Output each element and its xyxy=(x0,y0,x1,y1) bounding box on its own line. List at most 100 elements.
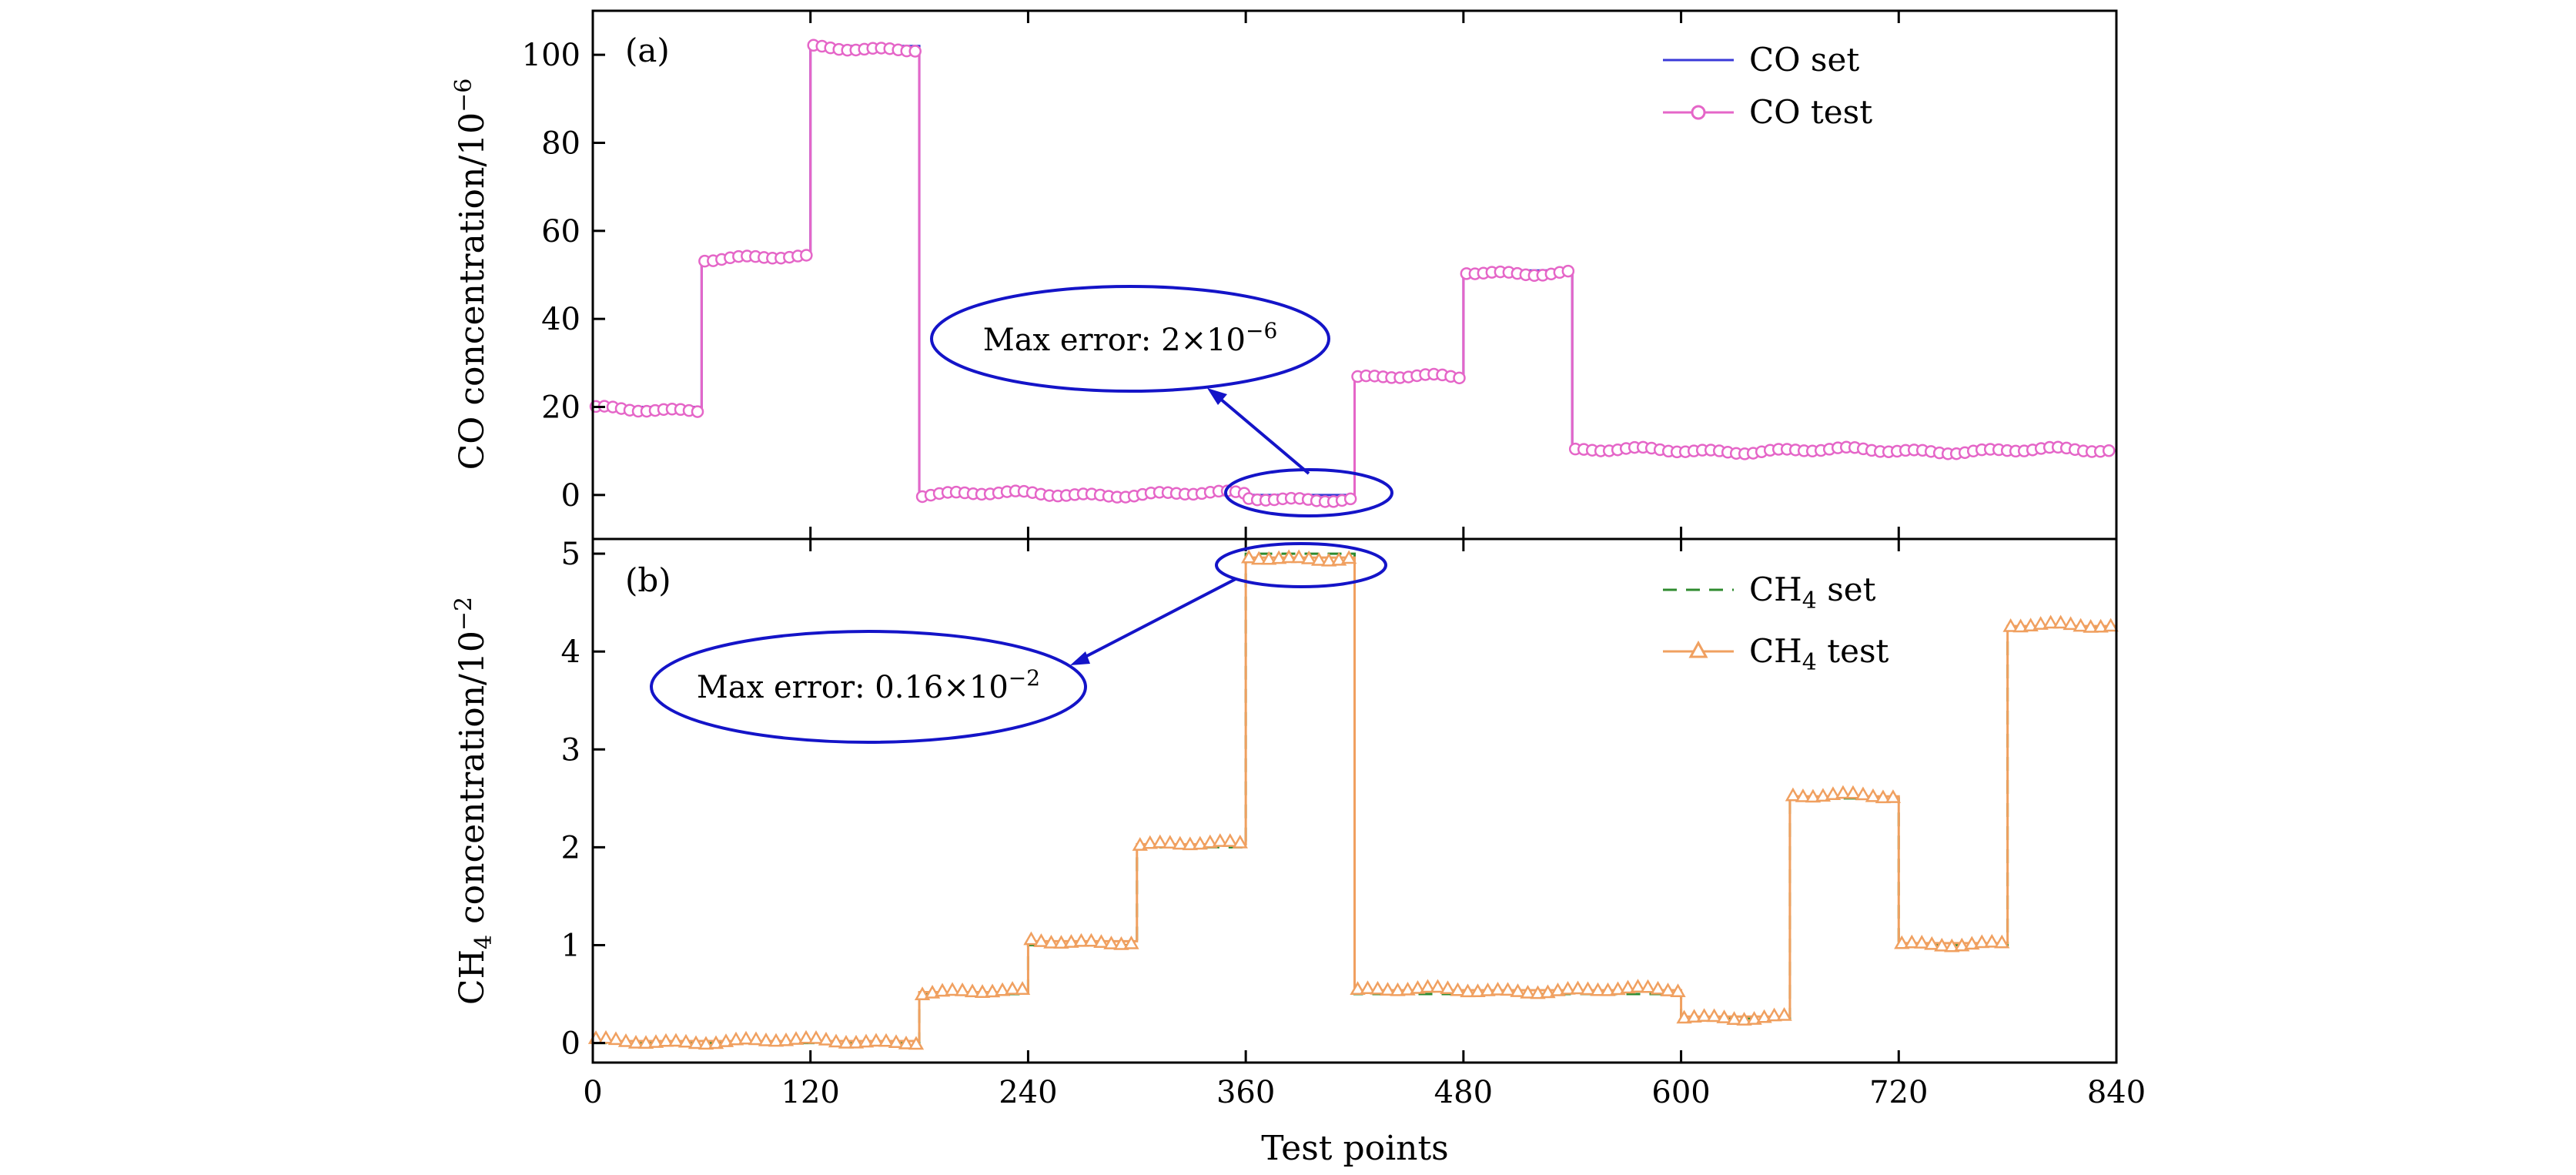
data-point xyxy=(1240,549,1257,564)
data-point xyxy=(1984,933,2000,948)
data-point xyxy=(1320,552,1337,567)
data-point xyxy=(1280,549,1297,564)
data-point xyxy=(708,1035,724,1049)
data-point xyxy=(758,1032,774,1046)
xtick-label: 480 xyxy=(1434,1075,1493,1110)
data-point xyxy=(808,1029,825,1044)
data-point xyxy=(800,249,813,262)
data-point xyxy=(1212,833,1228,847)
data-point xyxy=(691,405,704,418)
data-point xyxy=(1726,1011,1742,1025)
data-point xyxy=(2093,618,2109,633)
ytick-label-a: 60 xyxy=(541,214,580,249)
panel-b-label: (b) xyxy=(625,561,671,599)
panel-b-frame xyxy=(591,537,2118,1064)
legend-ch4-test: CH4 test xyxy=(1749,632,1889,676)
data-point xyxy=(1232,834,1248,849)
ytick-label-a: 100 xyxy=(522,38,580,73)
data-point xyxy=(1540,984,1556,999)
annotation-a: Max error: 2×10−6 xyxy=(930,285,1393,517)
data-point xyxy=(908,1036,925,1050)
data-point xyxy=(1172,835,1188,850)
data-point xyxy=(1994,934,2010,949)
data-point xyxy=(637,1035,654,1049)
data-point xyxy=(1785,787,1802,802)
data-point xyxy=(2073,618,2089,632)
data-point xyxy=(944,982,961,996)
legend-a: CO set CO test xyxy=(1663,41,1872,131)
data-point xyxy=(924,984,941,999)
data-point xyxy=(2062,616,2079,631)
data-point xyxy=(984,983,1001,998)
data-point xyxy=(2032,616,2049,630)
data-point xyxy=(1795,788,1812,802)
data-point xyxy=(1470,983,1486,998)
data-point xyxy=(1132,837,1148,851)
data-point xyxy=(2042,614,2059,629)
data-point xyxy=(1123,935,1139,949)
data-point xyxy=(1590,982,1606,996)
series-line-b-1 xyxy=(593,556,2116,1043)
ytick-label-a: 40 xyxy=(541,302,580,337)
data-point xyxy=(1430,979,1446,993)
data-point xyxy=(1400,981,1416,996)
data-point xyxy=(647,1034,664,1048)
data-point xyxy=(1706,1008,1722,1023)
ytick-label-a: 80 xyxy=(541,126,580,162)
data-point xyxy=(1600,982,1616,996)
panel-a-ylabel: CO concentration/10−6 xyxy=(450,79,492,470)
data-point xyxy=(1250,551,1267,565)
data-point xyxy=(1453,371,1466,385)
data-point xyxy=(1736,1012,1752,1026)
data-point xyxy=(1222,833,1238,847)
data-point xyxy=(1756,1009,1772,1023)
x-axis-label: Test points xyxy=(1261,1129,1449,1168)
legend-b: CH4 set CH4 test xyxy=(1663,571,1889,676)
data-point xyxy=(1630,979,1646,993)
xtick-label: 120 xyxy=(781,1075,840,1110)
data-point xyxy=(1260,551,1277,565)
data-point xyxy=(994,982,1011,996)
data-point xyxy=(1152,834,1168,849)
data-point xyxy=(738,1030,754,1045)
data-point xyxy=(1520,985,1536,999)
data-point xyxy=(1845,785,1862,799)
data-point xyxy=(1073,932,1089,947)
data-point xyxy=(1670,983,1686,998)
data-point xyxy=(1944,938,1960,952)
data-point xyxy=(1490,981,1506,996)
data-point xyxy=(1580,981,1596,996)
data-point xyxy=(858,1033,875,1048)
data-point xyxy=(1310,551,1327,566)
data-point xyxy=(1550,983,1566,996)
data-point xyxy=(1894,935,1910,949)
data-point xyxy=(898,1036,915,1049)
data-point xyxy=(1093,934,1109,948)
data-point xyxy=(1610,981,1626,996)
data-point xyxy=(1410,980,1426,994)
data-point xyxy=(1182,836,1198,851)
ytick-label-b: 1 xyxy=(561,928,580,963)
data-point xyxy=(1300,551,1317,564)
data-point xyxy=(1570,980,1586,995)
data-point xyxy=(1924,936,1940,950)
data-point xyxy=(1290,549,1307,564)
data-point xyxy=(848,1034,865,1049)
data-point xyxy=(1934,937,1950,952)
data-point xyxy=(1420,979,1436,993)
data-point xyxy=(788,1031,805,1045)
data-point xyxy=(1835,785,1852,799)
panel-b: 0 1 2 3 4 5 0 120 240 360 480 600 720 840 (b) CH4 co… xyxy=(450,537,2146,1168)
ytick-label-b: 2 xyxy=(561,830,580,865)
data-point xyxy=(1914,935,1930,949)
data-point xyxy=(1640,979,1656,993)
data-point xyxy=(1746,1011,1762,1025)
xtick-label: 840 xyxy=(2087,1075,2146,1110)
data-point xyxy=(1865,788,1882,802)
data-point xyxy=(2102,444,2116,457)
xtick-label: 360 xyxy=(1216,1075,1275,1110)
ytick-label-b: 0 xyxy=(561,1026,580,1062)
data-point xyxy=(1390,982,1406,996)
xtick-label: 600 xyxy=(1651,1075,1710,1110)
data-point xyxy=(1676,1009,1692,1024)
